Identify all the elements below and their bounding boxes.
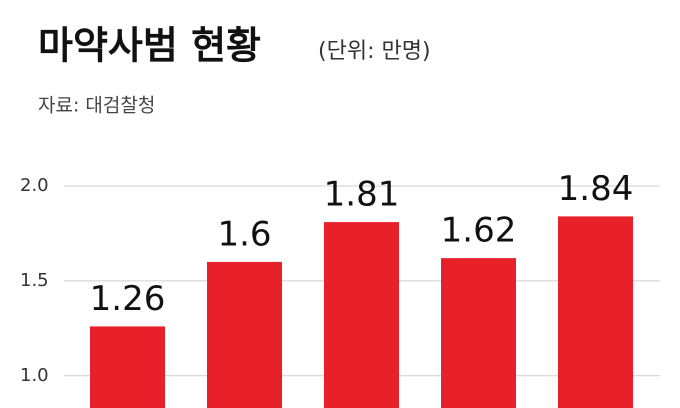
y-tick-label: 2.0: [20, 175, 49, 196]
y-tick-label: 1.5: [20, 270, 49, 291]
value-label: 1.26: [90, 279, 166, 319]
bar: [558, 216, 633, 408]
chart-title: 마약사범 현황: [38, 24, 261, 68]
value-label: 1.81: [324, 175, 400, 215]
value-label: 1.84: [558, 169, 634, 209]
bar: [207, 261, 282, 408]
bar: [90, 326, 165, 408]
bar: [324, 222, 399, 408]
value-label: 1.6: [217, 214, 271, 254]
value-label: 1.62: [441, 211, 517, 251]
bar: [441, 258, 516, 408]
y-tick-label: 1.0: [20, 365, 49, 386]
chart-subtitle: (단위: 만명): [318, 39, 431, 64]
source: 자료: 대검찰청: [38, 95, 155, 117]
